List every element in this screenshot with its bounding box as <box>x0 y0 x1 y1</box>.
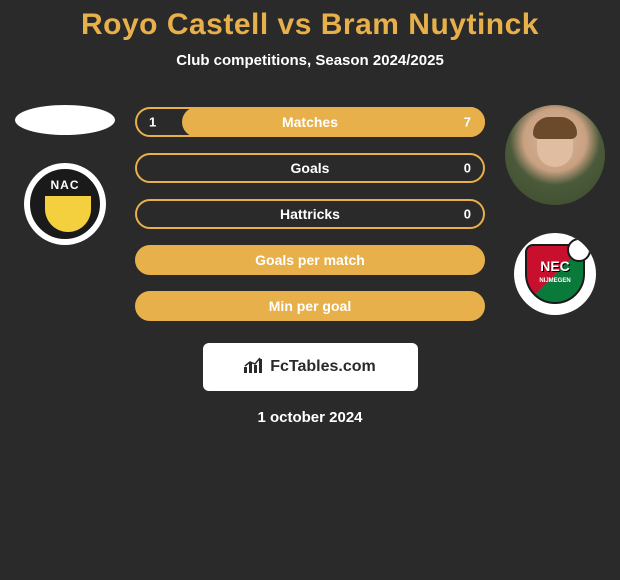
watermark: FcTables.com <box>203 343 418 391</box>
right-player-avatar <box>505 105 605 205</box>
stat-label: Matches <box>282 114 338 130</box>
chart-icon <box>244 357 264 378</box>
left-club-badge <box>24 163 106 245</box>
stat-value-left: 1 <box>149 115 156 130</box>
right-club-badge: NEC NIJMEGEN <box>514 233 596 315</box>
watermark-text: FcTables.com <box>270 358 376 376</box>
stat-value-right: 0 <box>464 207 471 222</box>
date-line: 1 october 2024 <box>0 409 620 426</box>
nac-logo <box>30 169 100 239</box>
stat-row: Goals per match <box>135 245 485 275</box>
comparison-card: Royo Castell vs Bram Nuytinck Club compe… <box>0 0 620 426</box>
stat-label: Min per goal <box>269 298 351 314</box>
stat-row: Min per goal <box>135 291 485 321</box>
stat-label: Hattricks <box>280 206 340 222</box>
nec-logo: NEC NIJMEGEN <box>517 236 593 312</box>
left-player-column <box>15 97 115 245</box>
stat-label: Goals <box>291 160 330 176</box>
subtitle: Club competitions, Season 2024/2025 <box>0 52 620 69</box>
stat-value-right: 7 <box>464 115 471 130</box>
right-player-column: NEC NIJMEGEN <box>505 97 605 315</box>
stat-label: Goals per match <box>255 252 365 268</box>
stat-value-right: 0 <box>464 161 471 176</box>
stat-row: Goals 0 <box>135 153 485 183</box>
left-player-avatar <box>15 105 115 135</box>
main-row: 1 Matches 7 Goals 0 Hattricks 0 Goals per match… <box>0 97 620 321</box>
stats-column: 1 Matches 7 Goals 0 Hattricks 0 Goals per match… <box>135 97 485 321</box>
stat-row: 1 Matches 7 <box>135 107 485 137</box>
stat-row: Hattricks 0 <box>135 199 485 229</box>
page-title: Royo Castell vs Bram Nuytinck <box>0 8 620 42</box>
